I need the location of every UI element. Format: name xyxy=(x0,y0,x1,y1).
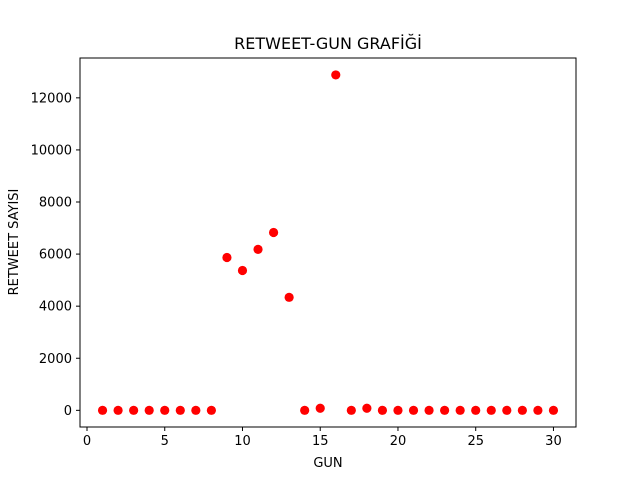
data-point xyxy=(175,405,185,415)
x-tick-label: 0 xyxy=(83,434,91,449)
y-axis-ticks: 0 2000 4000 6000 8000 10000 12000 xyxy=(31,91,80,419)
data-point xyxy=(284,292,294,302)
data-point xyxy=(237,265,248,276)
data-point xyxy=(97,405,108,415)
data-point xyxy=(144,405,154,415)
data-points xyxy=(97,70,559,415)
data-point xyxy=(206,405,216,415)
data-point xyxy=(533,405,543,415)
y-tick-label: 12000 xyxy=(31,91,72,106)
data-point xyxy=(393,405,403,415)
x-tick-label: 5 xyxy=(161,434,169,449)
chart-title: RETWEET-GUN GRAFİĞİ xyxy=(234,34,422,53)
data-point xyxy=(502,405,512,415)
data-point xyxy=(331,70,341,80)
data-point xyxy=(471,405,481,415)
data-point xyxy=(362,403,372,413)
data-point xyxy=(408,405,419,415)
data-point xyxy=(129,405,139,415)
x-axis-ticks: 0 5 10 15 20 25 30 xyxy=(83,427,562,449)
x-axis-label: GUN xyxy=(313,456,342,471)
data-point xyxy=(455,405,465,415)
data-point xyxy=(222,252,232,263)
y-tick-label: 6000 xyxy=(39,248,72,263)
data-point xyxy=(160,405,170,415)
data-point xyxy=(268,227,279,238)
y-tick-label: 4000 xyxy=(39,300,72,315)
y-tick-label: 8000 xyxy=(39,196,72,211)
data-point xyxy=(113,405,123,415)
data-point xyxy=(253,244,263,255)
x-tick-label: 10 xyxy=(234,434,251,449)
y-tick-label: 2000 xyxy=(39,352,72,367)
y-tick-label: 10000 xyxy=(31,143,72,158)
data-point xyxy=(300,405,310,415)
data-point xyxy=(486,405,496,415)
y-tick-label: 0 xyxy=(64,404,72,419)
x-tick-label: 20 xyxy=(390,434,407,449)
y-axis-label: RETWEET SAYISI xyxy=(7,189,22,296)
data-point xyxy=(424,405,434,415)
data-point xyxy=(191,405,201,415)
data-point xyxy=(548,405,559,415)
plot-frame xyxy=(79,57,577,428)
data-point xyxy=(517,405,527,415)
data-point xyxy=(315,403,325,413)
data-point xyxy=(346,405,356,415)
x-tick-label: 15 xyxy=(312,434,329,449)
x-tick-label: 25 xyxy=(467,434,484,449)
data-point xyxy=(377,405,388,415)
data-point xyxy=(440,405,450,415)
x-tick-label: 30 xyxy=(545,434,562,449)
